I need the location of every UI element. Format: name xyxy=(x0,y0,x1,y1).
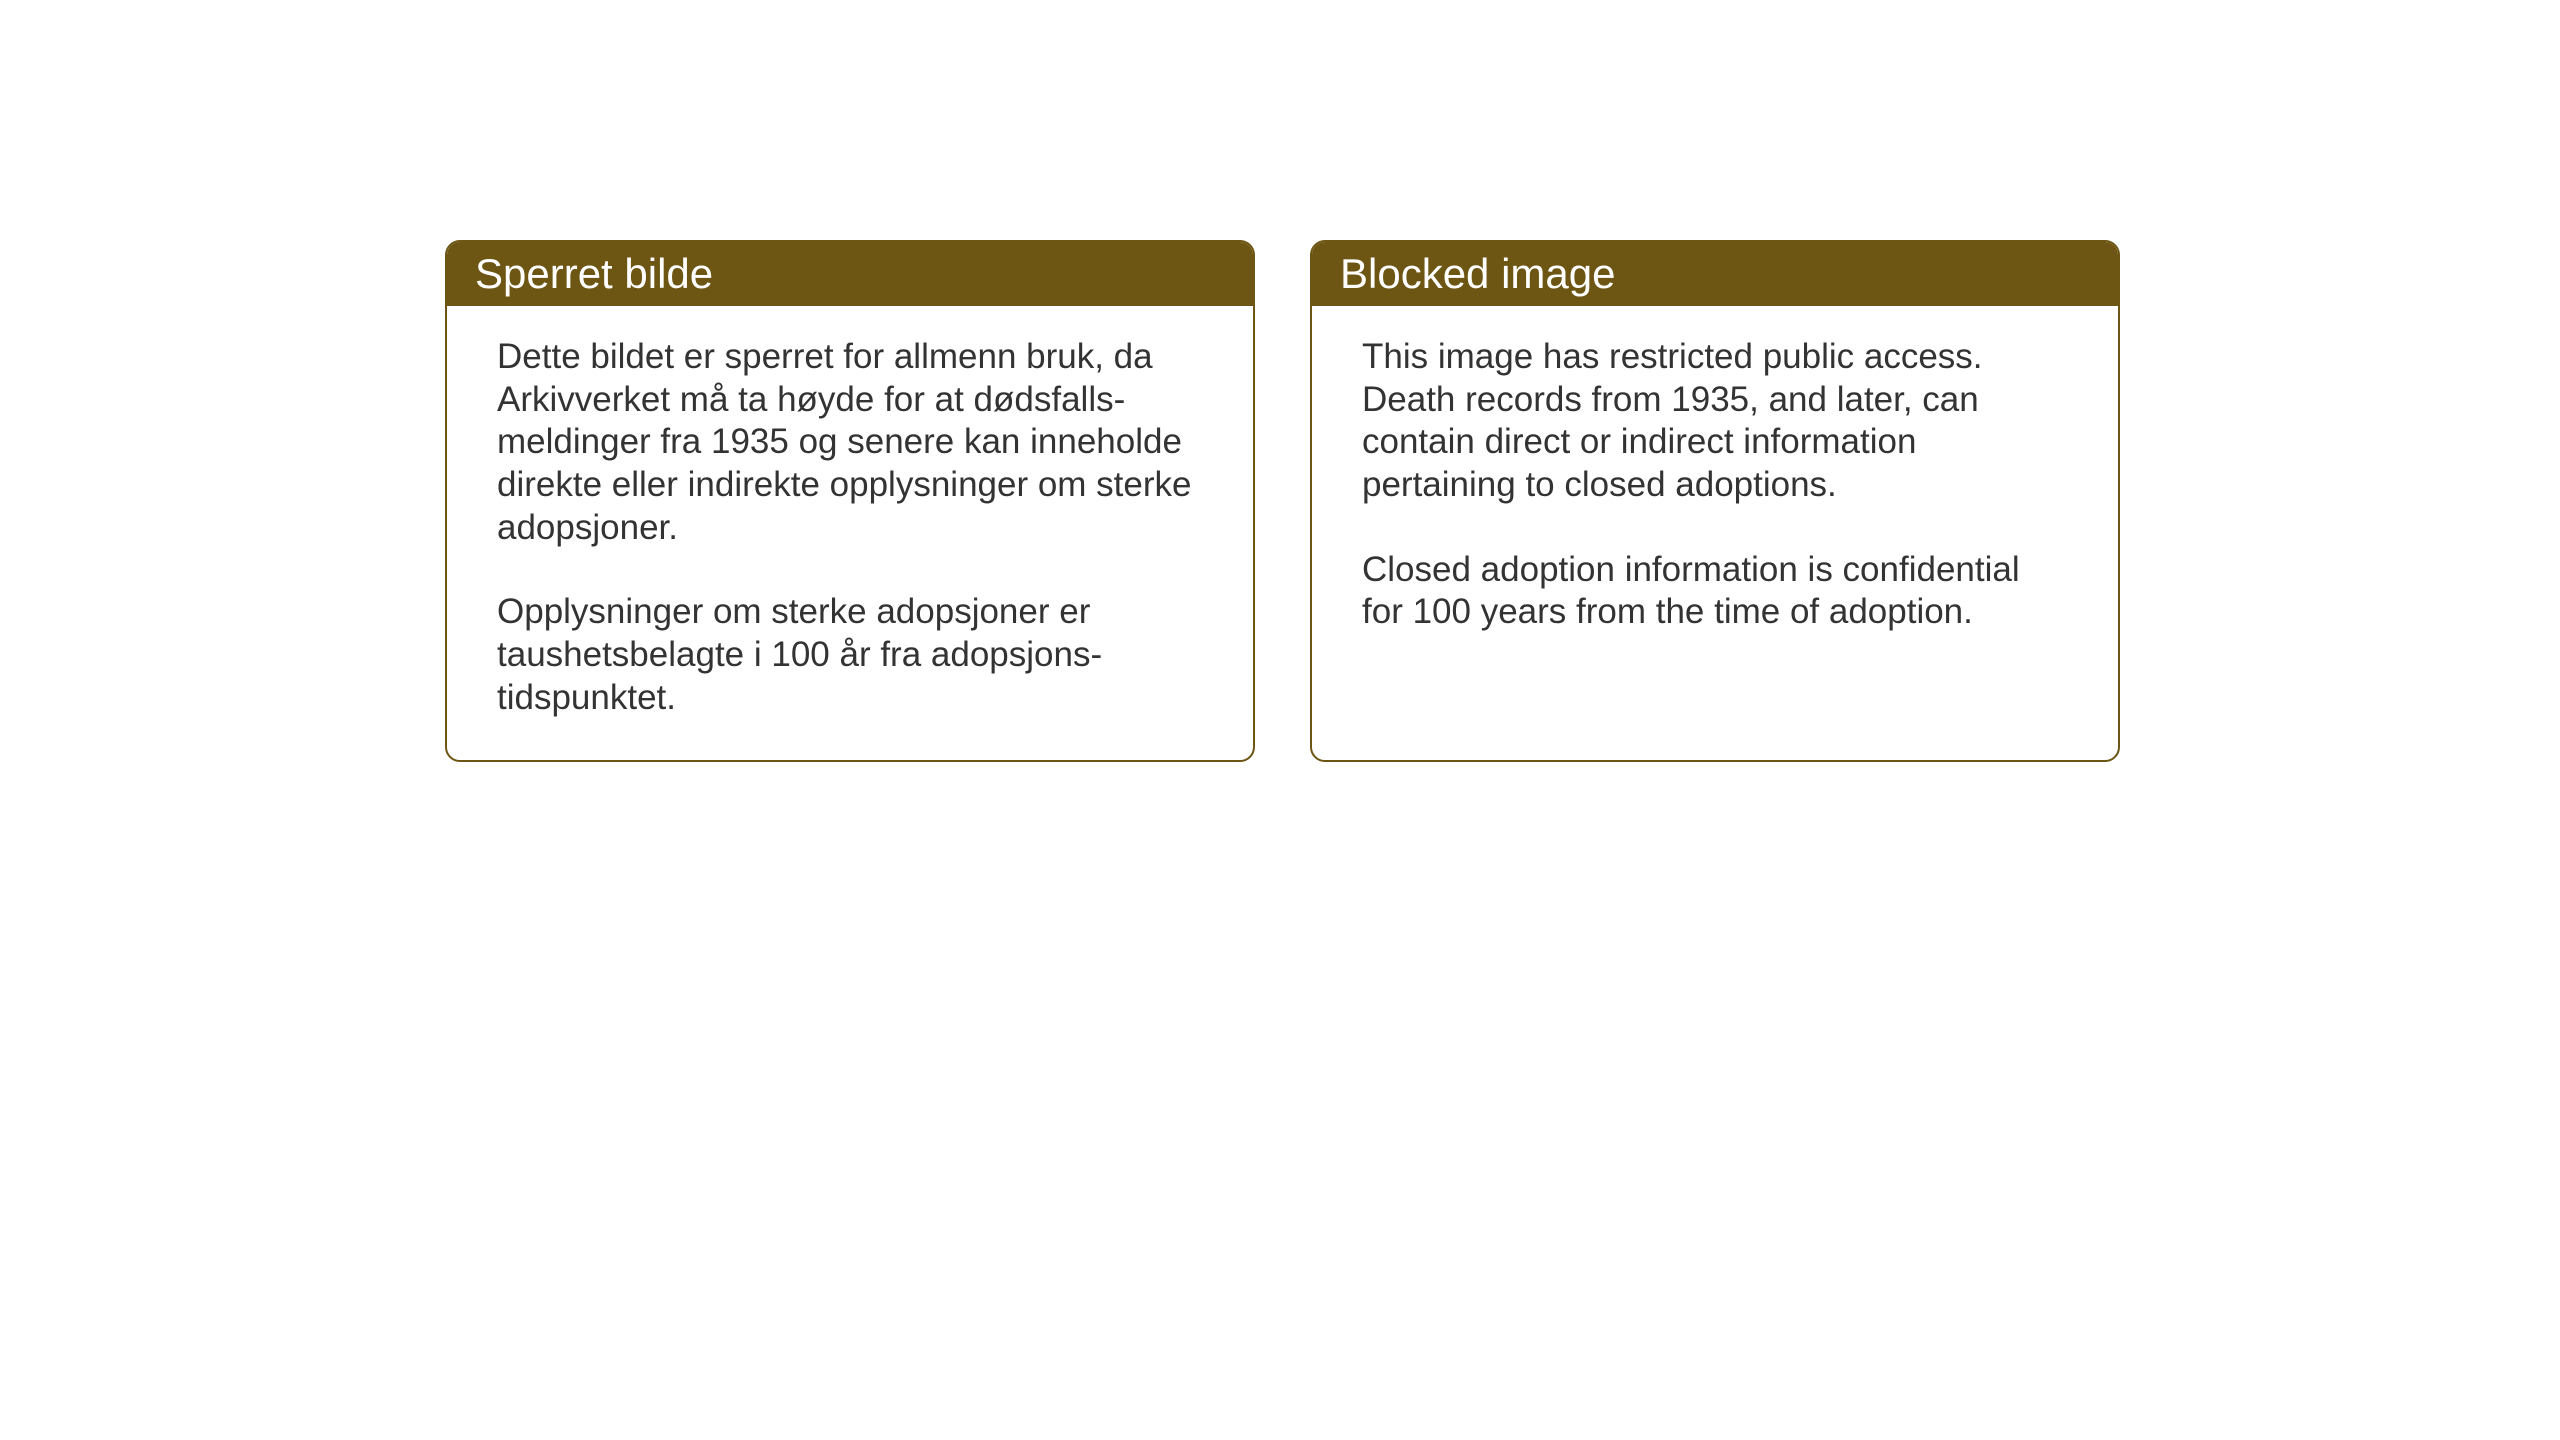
norwegian-card-title: Sperret bilde xyxy=(447,242,1253,306)
norwegian-card-body: Dette bildet er sperret for allmenn bruk… xyxy=(447,306,1253,760)
norwegian-paragraph-1: Dette bildet er sperret for allmenn bruk… xyxy=(497,336,1203,549)
english-paragraph-1: This image has restricted public access.… xyxy=(1362,336,2068,507)
norwegian-notice-card: Sperret bilde Dette bildet er sperret fo… xyxy=(445,240,1255,762)
english-paragraph-2: Closed adoption information is confident… xyxy=(1362,549,2068,634)
norwegian-paragraph-2: Opplysninger om sterke adopsjoner er tau… xyxy=(497,591,1203,719)
english-card-body: This image has restricted public access.… xyxy=(1312,306,2118,674)
english-notice-card: Blocked image This image has restricted … xyxy=(1310,240,2120,762)
notice-container: Sperret bilde Dette bildet er sperret fo… xyxy=(445,240,2120,762)
english-card-title: Blocked image xyxy=(1312,242,2118,306)
